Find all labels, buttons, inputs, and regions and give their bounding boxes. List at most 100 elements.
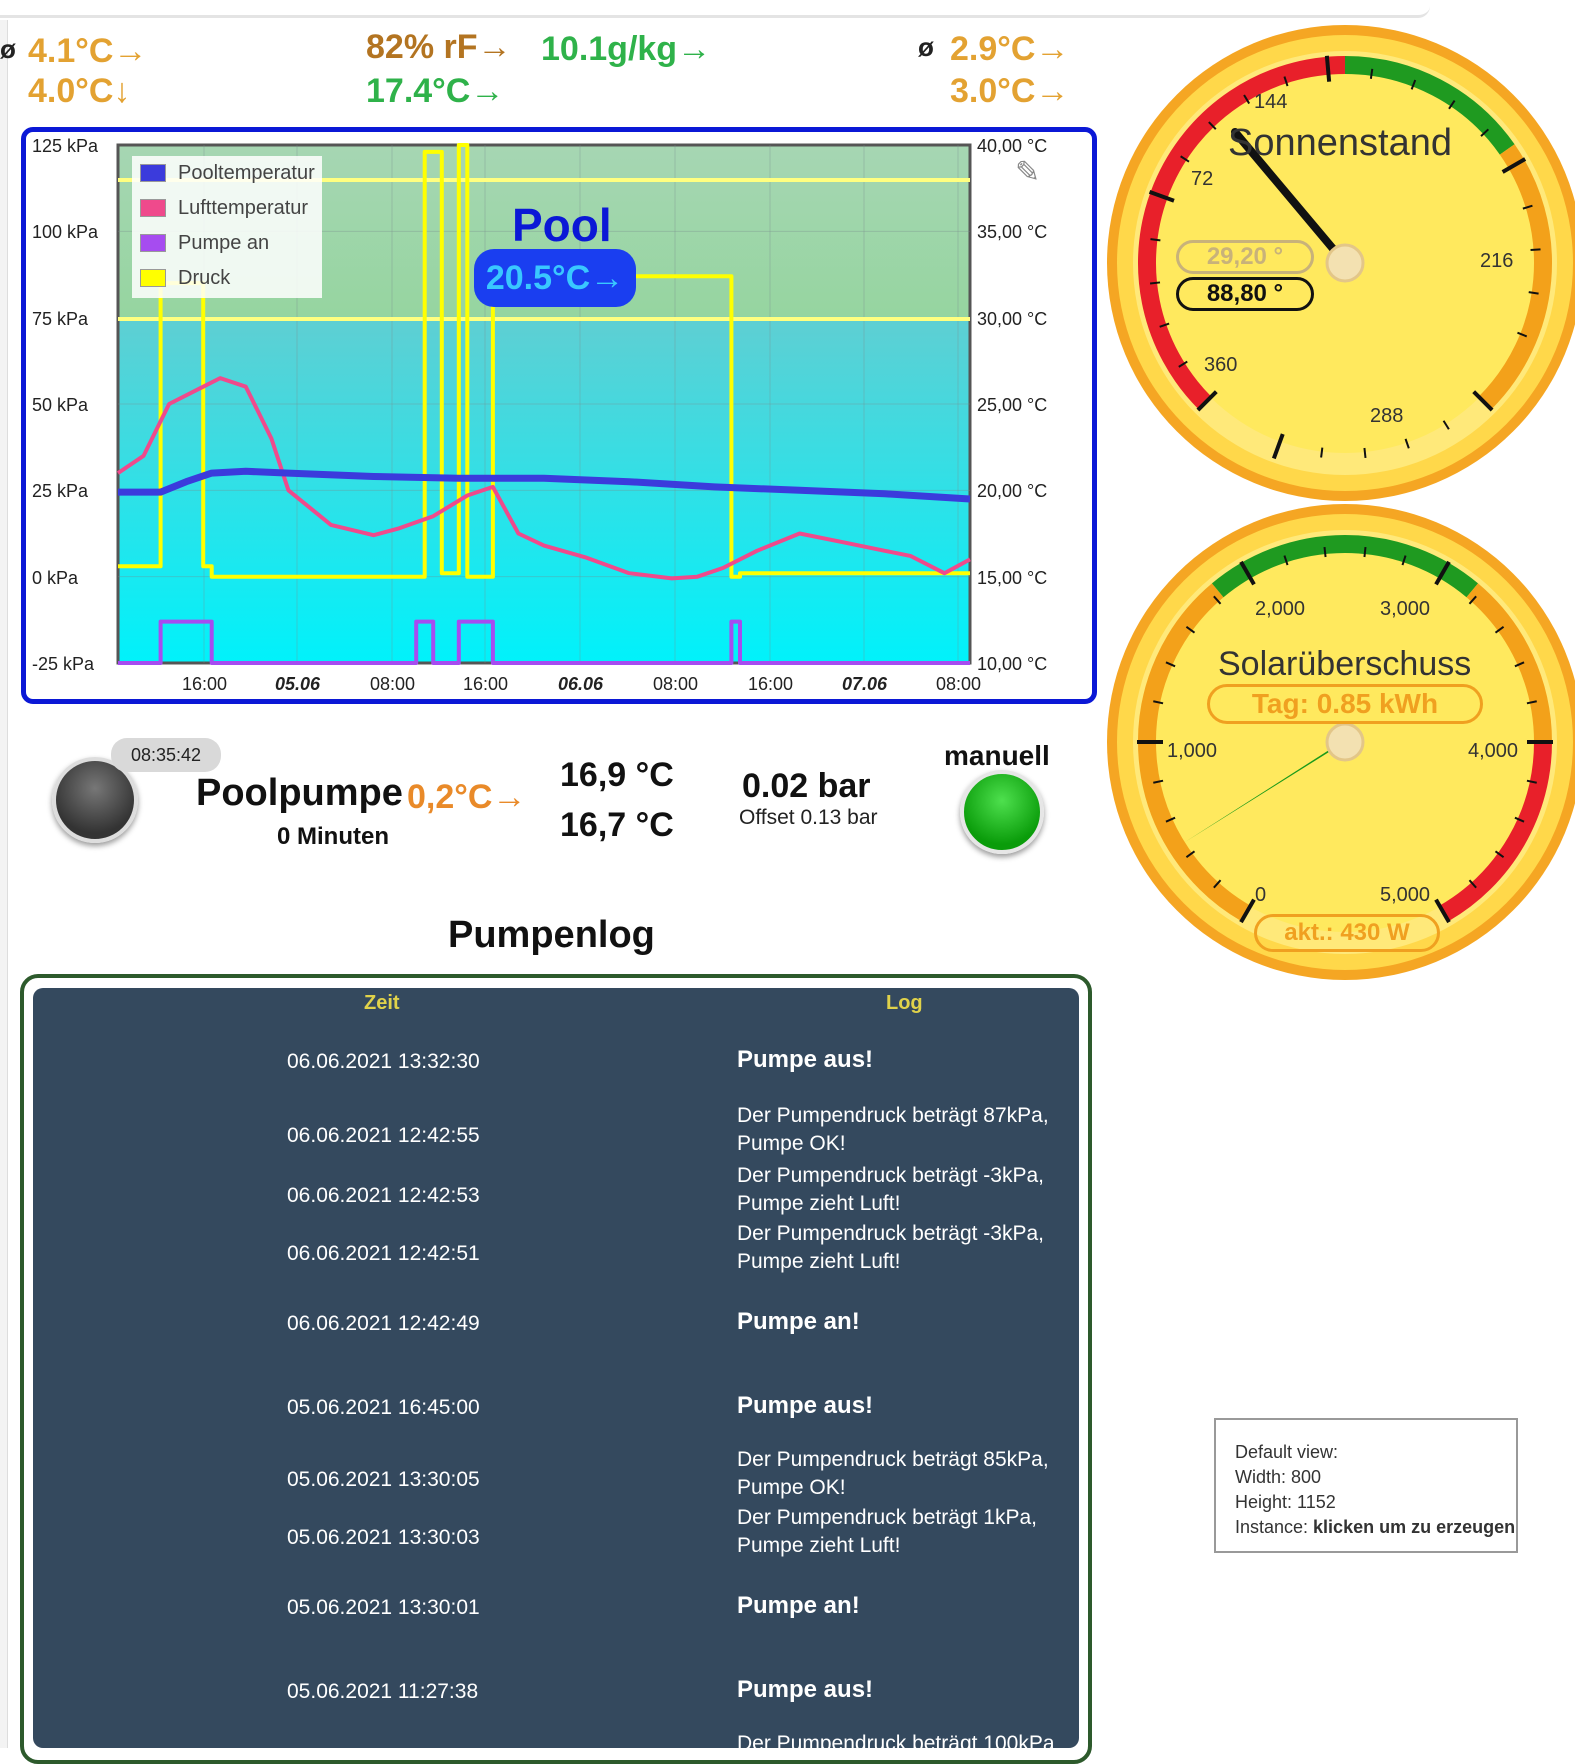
sun-major-tick xyxy=(1501,157,1527,174)
legend-item-druck[interactable]: Druck xyxy=(132,261,230,295)
x-axis-tick: 06.06 xyxy=(558,674,604,694)
log-row-time: 06.06.2021 12:42:51 xyxy=(287,1242,480,1265)
log-row-message: Der Pumpendruck beträgt -3kPa, Pumpe zie… xyxy=(737,1164,1044,1215)
right-axis-tick: 40,00 °C xyxy=(977,136,1048,156)
left-axis-tick: -25 kPa xyxy=(32,653,95,674)
right-temp-2: 3.0°C→ xyxy=(950,72,1070,110)
pool-temp-badge: 20.5°C→ xyxy=(474,249,636,307)
legend-swatch xyxy=(140,269,166,287)
sun-value: 88,80 ° xyxy=(1176,277,1314,311)
log-row-time: 05.06.2021 16:45:00 xyxy=(287,1396,480,1419)
sun-gauge xyxy=(1107,25,1575,501)
pool-title: Pool xyxy=(512,199,612,251)
solar-minor-tick xyxy=(1514,816,1525,823)
sun-needle xyxy=(1231,128,1349,267)
abs-humidity-reading: 10.1g/kg→ xyxy=(541,30,712,68)
sun-minor-tick xyxy=(1404,438,1410,449)
series-line-pumpe-an xyxy=(118,619,970,665)
log-row-message: Der Pumpendruck beträgt -3kPa, Pumpe zie… xyxy=(737,1222,1044,1273)
info-instance-label: Instance: xyxy=(1235,1517,1314,1537)
pump-pressure: 0.02 bar xyxy=(742,767,871,805)
pump-offset: Offset 0.13 bar xyxy=(739,806,878,829)
sun-minor-tick xyxy=(1178,360,1188,368)
log-row-message: Pumpe aus! xyxy=(737,1392,874,1419)
log-row-message: Der Pumpendruck beträgt 85kPa, Pumpe OK! xyxy=(737,1448,1049,1499)
solar-tick-0: 0 xyxy=(1255,884,1267,906)
sun-minor-tick xyxy=(1442,420,1450,430)
left-edge xyxy=(0,20,8,1748)
left-axis-tick: 25 kPa xyxy=(32,481,89,502)
x-axis-tick: 08:00 xyxy=(936,674,982,694)
right-axis-tick: 30,00 °C xyxy=(977,308,1048,329)
solar-minor-tick xyxy=(1213,879,1222,889)
left-axis-tick: 0 kPa xyxy=(32,567,79,588)
solar-tick-1000: 1,000 xyxy=(1167,740,1218,762)
sun-minor-tick xyxy=(1522,204,1533,210)
left-axis-tick: 75 kPa xyxy=(32,308,89,329)
log-table[interactable] xyxy=(33,988,1079,1748)
log-row-time: 05.06.2021 13:30:03 xyxy=(287,1526,480,1549)
x-axis-tick: 16:00 xyxy=(182,674,228,694)
solar-minor-tick xyxy=(1185,850,1196,859)
solar-minor-tick xyxy=(1468,879,1477,889)
right-axis-tick: 35,00 °C xyxy=(977,222,1048,243)
sun-minor-tick xyxy=(1150,238,1161,242)
log-row-time: 05.06.2021 13:30:01 xyxy=(287,1596,480,1619)
legend-label: Pooltemperatur xyxy=(178,161,315,184)
solar-current-value: akt.: 430 W xyxy=(1254,914,1440,952)
legend-item-lufttemperatur[interactable]: Lufttemperatur xyxy=(132,191,308,225)
solar-needle xyxy=(1185,736,1351,842)
info-instance-link[interactable]: klicken um zu erzeugen xyxy=(1313,1517,1516,1537)
sun-gauge-title: Sonnenstand xyxy=(1228,122,1452,164)
solar-minor-tick xyxy=(1153,779,1164,784)
edit-pencil-icon[interactable]: ✎ xyxy=(1015,156,1041,189)
sun-value-faded: 29,20 ° xyxy=(1176,240,1314,274)
solar-minor-tick xyxy=(1401,555,1407,566)
sun-major-tick xyxy=(1324,55,1332,82)
legend-swatch xyxy=(140,164,166,182)
x-axis-tick: 05.06 xyxy=(275,674,321,694)
solar-minor-tick xyxy=(1526,779,1537,784)
x-axis-tick: 16:00 xyxy=(463,674,509,694)
gauges xyxy=(1107,25,1575,980)
series-line-druck xyxy=(118,143,970,579)
solar-minor-tick xyxy=(1323,546,1327,558)
solar-arc-red xyxy=(1439,741,1552,922)
chart-legend: Pooltemperatur Lufttemperatur Pumpe an D… xyxy=(132,156,322,298)
info-instance: Instance: klicken um zu erzeugen xyxy=(1235,1515,1516,1540)
sun-minor-tick xyxy=(1208,121,1217,130)
solar-major-tick xyxy=(1239,898,1256,924)
pump-status-button[interactable] xyxy=(52,757,138,843)
sun-minor-tick xyxy=(1243,94,1251,105)
sun-arc-red xyxy=(1138,56,1346,410)
legend-label: Druck xyxy=(178,266,231,289)
dew-temp-reading: 17.4°C→ xyxy=(366,72,505,110)
log-row-time: 05.06.2021 11:27:38 xyxy=(287,1680,479,1703)
legend-label: Pumpe an xyxy=(178,231,270,254)
pump-mode: manuell xyxy=(944,740,1050,771)
x-axis-tick: 08:00 xyxy=(653,674,699,694)
log-row-time: 06.06.2021 12:42:55 xyxy=(287,1124,480,1147)
sun-minor-tick xyxy=(1159,322,1170,328)
sun-minor-tick xyxy=(1320,447,1324,458)
solar-needle-hub xyxy=(1325,722,1365,762)
legend-item-pooltemperatur[interactable]: Pooltemperatur xyxy=(132,156,315,190)
pump-minutes: 0 Minuten xyxy=(277,823,389,850)
left-axis-tick: 100 kPa xyxy=(32,222,99,243)
log-row-message: Der Pumpendruck beträgt 87kPa, Pumpe OK! xyxy=(737,1104,1049,1155)
pool-chart[interactable] xyxy=(0,0,1100,710)
solar-arc-green xyxy=(1211,535,1479,598)
solar-minor-tick xyxy=(1514,661,1525,668)
sun-major-tick xyxy=(1148,189,1175,203)
solar-day-value: Tag: 0.85 kWh xyxy=(1207,684,1483,724)
sun-arc-orange xyxy=(1478,144,1552,410)
log-row-time: 05.06.2021 13:30:05 xyxy=(287,1468,480,1491)
pump-mode-toggle[interactable] xyxy=(960,770,1044,854)
log-title: Pumpenlog xyxy=(448,914,655,956)
legend-item-pumpe-an[interactable]: Pumpe an xyxy=(132,226,269,260)
sun-minor-tick xyxy=(1149,281,1161,285)
log-row-message: Pumpe aus! xyxy=(737,1676,874,1703)
x-axis-tick: 16:00 xyxy=(748,674,794,694)
top-bar xyxy=(0,0,1430,18)
info-line-3: Height: 1152 xyxy=(1235,1492,1336,1512)
